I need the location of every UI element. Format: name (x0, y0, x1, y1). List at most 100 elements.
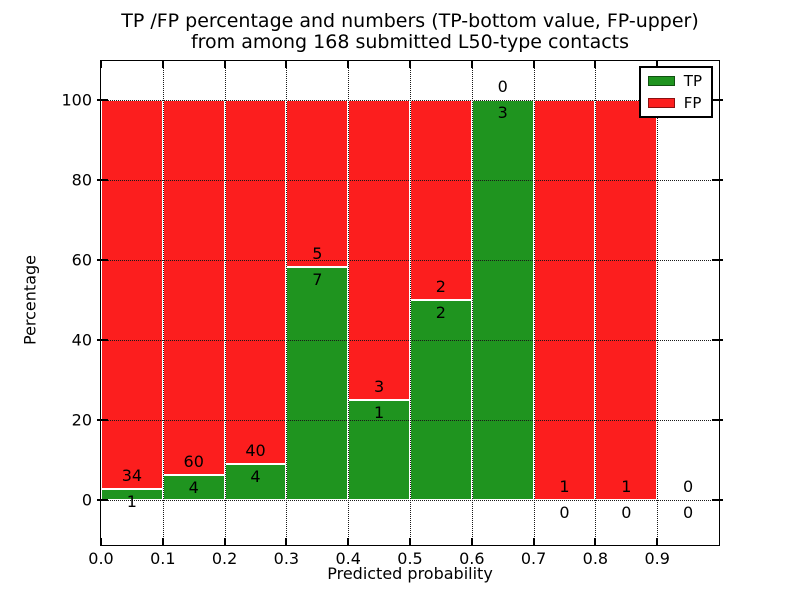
x-tick-label-0.3: 0.3 (273, 549, 300, 568)
tp-count-label-9: 0 (682, 502, 694, 522)
tp-count-label-5: 2 (435, 303, 446, 322)
x-tick-top-0.1 (161, 61, 164, 68)
tp-count-label-8: 0 (621, 502, 632, 522)
x-tick-label-0.8: 0.8 (582, 549, 609, 568)
bar-segment-tp-3 (286, 266, 349, 500)
x-tick-label-0.1: 0.1 (150, 549, 176, 568)
legend-item-fp: FP (647, 94, 702, 112)
tp-count-label-0: 1 (126, 491, 137, 511)
legend-item-tp: TP (647, 72, 702, 90)
y-tick-right-80 (712, 179, 723, 181)
fp-count-label-2: 40 (245, 440, 266, 460)
x-tick-top-0.9 (656, 61, 659, 68)
legend-swatch-tp-icon (647, 76, 675, 86)
fp-count-label-7: 1 (559, 476, 570, 496)
y-tick-left-0 (97, 498, 108, 501)
gridline-x-0.8 (595, 61, 597, 545)
x-tick-top-0.7 (532, 61, 535, 68)
gridline-x-0.6 (471, 61, 473, 545)
bar-segment-tp-1 (162, 475, 225, 500)
tp-count-label-3: 7 (312, 269, 323, 289)
bar-segment-fp-3 (286, 99, 349, 267)
chart-title-line1: TP /FP percentage and numbers (TP-bottom… (121, 10, 699, 32)
bar-segment-tp-6 (471, 99, 534, 500)
legend-label-fp: FP (683, 94, 702, 112)
y-tick-left-20 (97, 419, 108, 421)
gridline-x-0.5 (410, 61, 411, 545)
y-tick-left-100 (97, 98, 108, 101)
x-tick-bottom-0.0 (100, 538, 102, 545)
x-tick-bottom-0.7 (532, 538, 535, 545)
chart-title-line2: from among 168 submitted L50-type contac… (190, 31, 630, 53)
tp-count-label-7: 0 (559, 502, 570, 522)
y-tick-right-0 (712, 498, 723, 501)
x-tick-top-0.3 (285, 61, 288, 68)
fp-count-label-3: 5 (312, 243, 323, 263)
x-tick-bottom-0.3 (285, 538, 288, 545)
bar-segment-fp-1 (162, 99, 225, 475)
y-tick-label-60: 60 (71, 250, 92, 270)
bar-segment-tp-5 (410, 300, 472, 500)
bar-segment-fp-7 (533, 99, 596, 500)
x-tick-label-0.6: 0.6 (459, 549, 485, 568)
x-tick-label-0.0: 0.0 (88, 549, 114, 568)
legend: TP FP (638, 66, 713, 118)
y-tick-right-20 (712, 419, 723, 421)
x-tick-bottom-0.9 (656, 538, 659, 545)
fp-count-label-0: 34 (121, 465, 143, 485)
y-tick-label-80: 80 (71, 170, 92, 190)
x-tick-top-0.4 (347, 61, 350, 68)
tp-count-label-6: 3 (497, 102, 508, 122)
fp-count-label-4: 3 (373, 377, 385, 396)
y-tick-left-80 (97, 179, 108, 181)
x-axis-label: Predicted probability (327, 564, 493, 583)
gridline-x-0.1 (162, 61, 164, 545)
fp-count-label-5: 2 (435, 277, 446, 296)
y-tick-right-60 (712, 259, 723, 261)
x-tick-label-0.2: 0.2 (211, 549, 238, 568)
bar-segment-fp-2 (224, 99, 287, 464)
bar-segment-tp-0 (101, 488, 163, 500)
y-tick-left-40 (97, 339, 108, 341)
bar-segment-fp-4 (348, 99, 410, 400)
tp-count-label-1: 4 (188, 478, 199, 497)
x-tick-bottom-0.2 (223, 538, 226, 545)
x-tick-top-0.6 (470, 61, 473, 68)
tp-count-label-4: 1 (373, 403, 385, 422)
x-tick-top-0.0 (100, 61, 102, 68)
tp-count-label-2: 4 (250, 466, 261, 486)
x-tick-bottom-0.8 (594, 538, 597, 545)
x-tick-top-0.5 (409, 61, 411, 68)
x-tick-label-0.7: 0.7 (520, 549, 547, 568)
y-tick-left-60 (97, 259, 108, 261)
y-tick-label-40: 40 (71, 330, 92, 350)
y-tick-right-100 (712, 98, 723, 101)
x-tick-bottom-0.6 (470, 538, 473, 545)
x-tick-top-0.8 (594, 61, 597, 68)
bar-segment-fp-0 (101, 99, 163, 489)
bar-segment-tp-4 (348, 400, 410, 500)
y-tick-label-0: 0 (81, 490, 92, 510)
x-tick-top-0.2 (223, 61, 226, 68)
x-tick-label-0.9: 0.9 (644, 549, 670, 568)
bar-segment-fp-5 (410, 99, 472, 300)
bar-segment-fp-8 (595, 99, 658, 500)
gridline-x-0.3 (286, 61, 288, 545)
fp-count-label-8: 1 (621, 476, 632, 496)
y-tick-right-40 (712, 339, 723, 341)
y-tick-label-100: 100 (61, 90, 92, 110)
fp-count-label-1: 60 (183, 452, 204, 471)
plot-area: 34 1 60 4 40 4 5 7 3 1 2 2 0 3 1 0 1 0 0 0 0 20 40 60 80 100 0.0 0.… (61, 60, 723, 568)
chart-title: TP /FP percentage and numbers (TP-bottom… (100, 11, 720, 53)
gridline-x-0.7 (533, 61, 535, 545)
legend-swatch-fp-icon (647, 98, 675, 108)
x-tick-label-0.4: 0.4 (335, 549, 361, 568)
gridline-x-0.9 (657, 61, 659, 545)
x-tick-label-0.5: 0.5 (397, 549, 423, 568)
legend-label-tp: TP (683, 72, 702, 90)
fp-count-label-6: 0 (497, 76, 508, 96)
x-tick-bottom-0.4 (347, 538, 350, 545)
y-axis-label: Percentage (20, 254, 40, 346)
x-tick-bottom-0.1 (161, 538, 164, 545)
